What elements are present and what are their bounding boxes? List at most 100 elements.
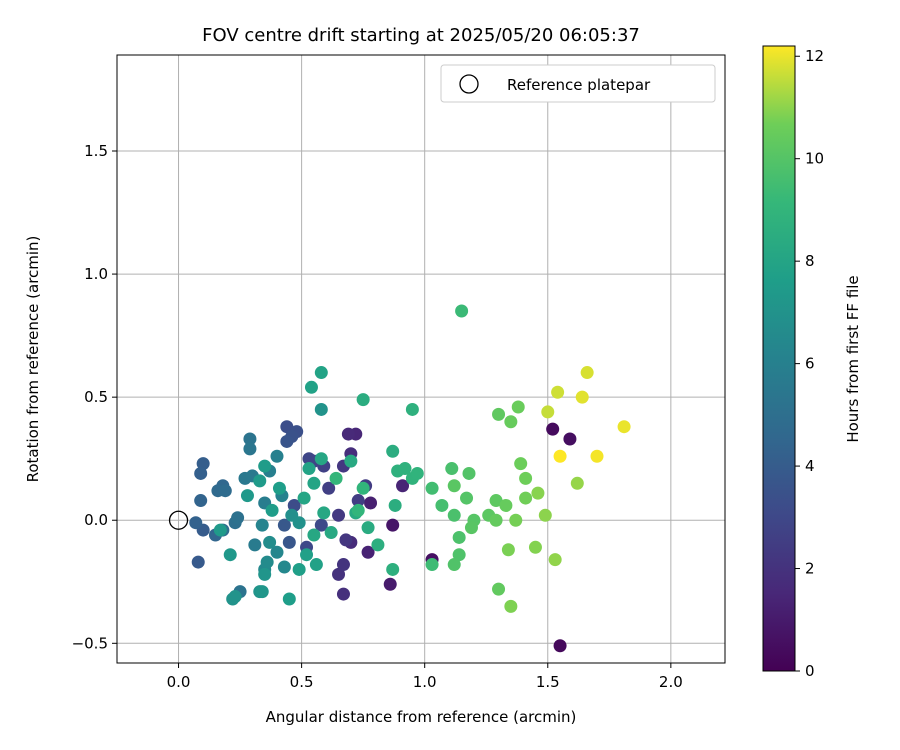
data-point xyxy=(194,466,208,480)
data-point xyxy=(489,513,503,527)
data-point xyxy=(541,405,555,419)
data-point xyxy=(322,481,336,495)
colorbar-tick-label: 4 xyxy=(805,457,815,475)
data-point xyxy=(314,452,328,466)
data-point xyxy=(189,516,203,530)
data-point xyxy=(231,511,245,525)
data-point xyxy=(248,538,262,552)
data-point xyxy=(492,407,506,421)
colorbar-tick-label: 6 xyxy=(805,355,815,373)
x-axis-label: Angular distance from reference (arcmin) xyxy=(266,708,577,726)
x-tick-label: 1.0 xyxy=(413,673,437,691)
data-point xyxy=(304,380,318,394)
data-point xyxy=(336,587,350,601)
data-point xyxy=(548,553,562,567)
data-point xyxy=(240,489,254,503)
legend-box xyxy=(440,64,716,103)
data-point xyxy=(339,533,353,547)
data-point xyxy=(425,481,439,495)
data-point xyxy=(351,503,365,517)
data-point xyxy=(253,474,267,488)
data-point xyxy=(425,558,439,572)
data-point xyxy=(324,526,338,540)
colorbar-ticks: 0 2 4 6 8 10 12 xyxy=(795,47,824,680)
data-point xyxy=(371,538,385,552)
data-point xyxy=(287,498,301,512)
data-point xyxy=(351,494,365,508)
data-point xyxy=(307,476,321,490)
legend: Reference platepar xyxy=(440,64,716,103)
data-point xyxy=(570,476,584,490)
y-tick-label: 1.5 xyxy=(84,142,108,160)
data-points xyxy=(189,304,631,653)
data-point xyxy=(514,457,528,471)
data-point xyxy=(341,427,355,441)
data-point xyxy=(194,494,208,508)
data-point xyxy=(191,555,205,569)
data-point xyxy=(580,366,594,380)
data-point xyxy=(213,523,227,537)
data-point xyxy=(280,434,294,448)
data-point xyxy=(277,518,291,532)
data-point xyxy=(228,590,242,604)
data-point xyxy=(280,420,294,434)
y-tick-label: 0.0 xyxy=(84,511,108,529)
y-tick-label: 0.5 xyxy=(84,388,108,406)
data-point xyxy=(528,540,542,554)
data-point xyxy=(447,508,461,522)
data-point xyxy=(314,402,328,416)
data-point xyxy=(590,449,604,463)
data-point xyxy=(263,535,277,549)
data-point xyxy=(447,479,461,493)
data-point xyxy=(270,545,284,559)
data-point xyxy=(462,466,476,480)
data-point xyxy=(364,496,378,510)
data-point xyxy=(329,471,343,485)
data-point xyxy=(361,521,375,535)
data-point xyxy=(509,513,523,527)
data-point xyxy=(504,599,518,613)
colorbar-label: Hours from first FF file xyxy=(844,275,862,442)
data-point xyxy=(307,528,321,542)
data-point xyxy=(218,484,232,498)
x-tick-label: 1.5 xyxy=(536,673,560,691)
reference-point-marker xyxy=(168,510,189,530)
colorbar-tick-label: 12 xyxy=(805,47,824,65)
data-point xyxy=(243,442,257,456)
data-point xyxy=(492,582,506,596)
data-point xyxy=(332,508,346,522)
data-point xyxy=(282,592,296,606)
data-point xyxy=(546,422,560,436)
plot-area xyxy=(117,55,725,663)
colorbar-gradient xyxy=(762,45,796,672)
data-point xyxy=(314,518,328,532)
data-point xyxy=(519,491,533,505)
data-point xyxy=(270,449,284,463)
plot-frame xyxy=(116,54,726,664)
data-point xyxy=(277,560,291,574)
data-point xyxy=(435,498,449,512)
data-point xyxy=(617,420,631,434)
data-point xyxy=(302,452,316,466)
colorbar-tick-label: 0 xyxy=(805,662,815,680)
data-point xyxy=(501,543,515,557)
data-point xyxy=(255,585,269,599)
data-point xyxy=(260,555,274,569)
data-point xyxy=(300,548,314,562)
data-point xyxy=(344,454,358,468)
data-point xyxy=(447,558,461,572)
data-point xyxy=(265,503,279,517)
data-point xyxy=(499,498,513,512)
colorbar-tick-label: 2 xyxy=(805,560,815,578)
data-point xyxy=(551,385,565,399)
data-point xyxy=(302,462,316,476)
data-point xyxy=(292,562,306,576)
x-tick-label: 0.0 xyxy=(167,673,191,691)
data-point xyxy=(398,462,412,476)
data-point xyxy=(297,491,311,505)
data-point xyxy=(383,577,397,591)
data-point xyxy=(452,548,466,562)
data-point xyxy=(356,393,370,407)
x-tick-label: 2.0 xyxy=(659,673,683,691)
